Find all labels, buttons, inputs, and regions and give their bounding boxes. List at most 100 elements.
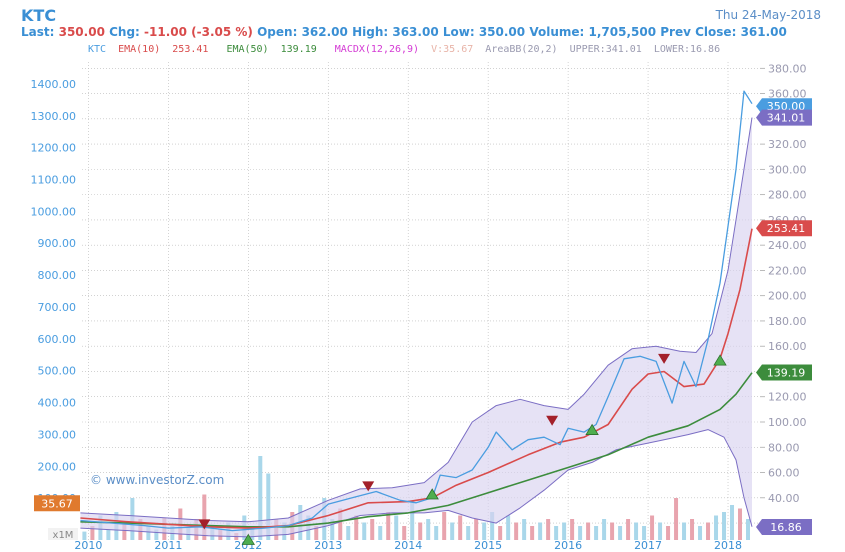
volume-bar xyxy=(410,501,415,540)
right-axis-tick-label: 240.00 xyxy=(768,239,807,252)
volume-bar xyxy=(154,529,159,540)
volume-bar xyxy=(538,522,543,540)
legend-ema10-label: EMA(10) xyxy=(118,44,161,55)
right-axis-tick-label: 300.00 xyxy=(768,163,807,176)
legend-volume[interactable]: V:35.67 xyxy=(431,44,474,55)
volume-bar xyxy=(386,512,391,540)
buy-signal-marker xyxy=(585,423,599,435)
volume-bar xyxy=(690,519,695,540)
volume-bar xyxy=(346,526,351,540)
sell-signal-marker xyxy=(658,353,671,364)
legend-ema50-label: EMA(50) xyxy=(226,44,269,55)
quote-header: KTC Thu 24-May-2018 Last: 350.00 Chg: -1… xyxy=(0,0,845,70)
legend-ema10-value: 253.41 xyxy=(172,44,209,55)
x-tick-label: 2018 xyxy=(714,539,742,552)
volume-bar xyxy=(730,505,735,540)
right-axis-tick-label: 40.00 xyxy=(768,492,800,505)
quote-date: Thu 24-May-2018 xyxy=(715,8,821,22)
watermark-text: © www.investorZ.com xyxy=(90,473,224,487)
volume-bar xyxy=(530,526,535,540)
legend-ktc[interactable]: KTC xyxy=(88,44,107,55)
right-axis-tick-label: 160.00 xyxy=(768,340,807,353)
left-axis-tick-label: 600.00 xyxy=(38,333,77,346)
volume-bar xyxy=(418,522,423,540)
high-label: High: xyxy=(352,25,389,39)
right-axis-tick-label: 220.00 xyxy=(768,264,807,277)
volume-bar xyxy=(658,522,663,540)
left-axis-tick-label: 700.00 xyxy=(38,301,77,314)
legend-ema50[interactable]: EMA(50) 139.19 xyxy=(226,44,322,55)
volume-bar xyxy=(370,519,375,540)
volume-bar xyxy=(594,526,599,540)
chg-label: Chg: xyxy=(109,25,140,39)
legend-macdx[interactable]: MACDX(12,26,9) xyxy=(334,44,420,55)
volume-bar xyxy=(378,526,383,540)
volume-bar xyxy=(394,515,399,540)
volume-bar xyxy=(106,529,111,540)
ema10-line xyxy=(80,228,753,529)
volume-bar xyxy=(490,512,495,540)
volume-bar xyxy=(674,498,679,540)
volume-bar xyxy=(434,526,439,540)
volume-bar xyxy=(354,515,359,540)
left-axis-tick-label: 1100.00 xyxy=(31,174,77,187)
left-axis-tick-label: 500.00 xyxy=(38,365,77,378)
legend-areabb[interactable]: AreaBB(20,2) xyxy=(485,44,558,55)
volume-label: Volume: xyxy=(529,25,585,39)
bollinger-upper-line xyxy=(80,117,753,523)
left-axis-tick-label: 1200.00 xyxy=(31,142,77,155)
last-label: Last: xyxy=(21,25,55,39)
right-axis-tick-label: 200.00 xyxy=(768,290,807,303)
price-badge xyxy=(756,109,812,126)
volume-bar xyxy=(578,526,583,540)
right-axis-tick-label: 120.00 xyxy=(768,391,807,404)
left-axis-tick-label: 900.00 xyxy=(38,237,77,250)
legend-ema10[interactable]: EMA(10) 253.41 xyxy=(118,44,214,55)
left-axis-tick-label: 1400.00 xyxy=(31,78,77,91)
volume-bar xyxy=(514,522,519,540)
volume-bar xyxy=(618,526,623,540)
volume-bar xyxy=(738,508,743,540)
volume-bar xyxy=(554,526,559,540)
bollinger-lower-line xyxy=(80,429,753,538)
last-value: 350.00 xyxy=(58,25,105,39)
ema50-line xyxy=(80,372,753,528)
right-axis-tick-label: 280.00 xyxy=(768,189,807,202)
x-tick-label: 2016 xyxy=(554,539,582,552)
price-badge xyxy=(756,519,812,536)
high-value: 363.00 xyxy=(392,25,439,39)
price-badge-label: 253.41 xyxy=(767,222,806,235)
volume-bar xyxy=(258,456,263,540)
sell-signal-marker xyxy=(198,519,211,530)
volume-value: 1,705,500 xyxy=(588,25,657,39)
volume-bar xyxy=(698,526,703,540)
volume-bar xyxy=(450,522,455,540)
volume-bar xyxy=(146,526,151,540)
left-axis-tick-label: 800.00 xyxy=(38,269,77,282)
volume-bar xyxy=(562,522,567,540)
open-label: Open: xyxy=(257,25,298,39)
volume-bar xyxy=(570,519,575,540)
volume-bar xyxy=(458,515,463,540)
volume-bar xyxy=(634,522,639,540)
volume-unit-box xyxy=(48,528,78,540)
volume-bar xyxy=(202,494,207,540)
prev-close-label: Prev Close: xyxy=(660,25,737,39)
legend-upper: UPPER:341.01 xyxy=(569,44,642,55)
volume-bar xyxy=(426,519,431,540)
left-axis-tick-label: 1300.00 xyxy=(31,110,77,123)
volume-bar xyxy=(90,526,95,540)
left-axis-tick-label: 400.00 xyxy=(38,397,77,410)
volume-bar xyxy=(314,526,319,540)
volume-badge xyxy=(34,495,80,512)
ticker-symbol: KTC xyxy=(21,6,57,25)
volume-bar xyxy=(706,522,711,540)
right-axis-tick-label: 60.00 xyxy=(768,467,800,480)
left-axis-tick-label: 200.00 xyxy=(38,460,77,473)
volume-bar xyxy=(746,519,751,540)
volume-bar xyxy=(506,515,511,540)
volume-bar xyxy=(498,526,503,540)
volume-bar xyxy=(338,508,343,540)
volume-bar xyxy=(642,526,647,540)
